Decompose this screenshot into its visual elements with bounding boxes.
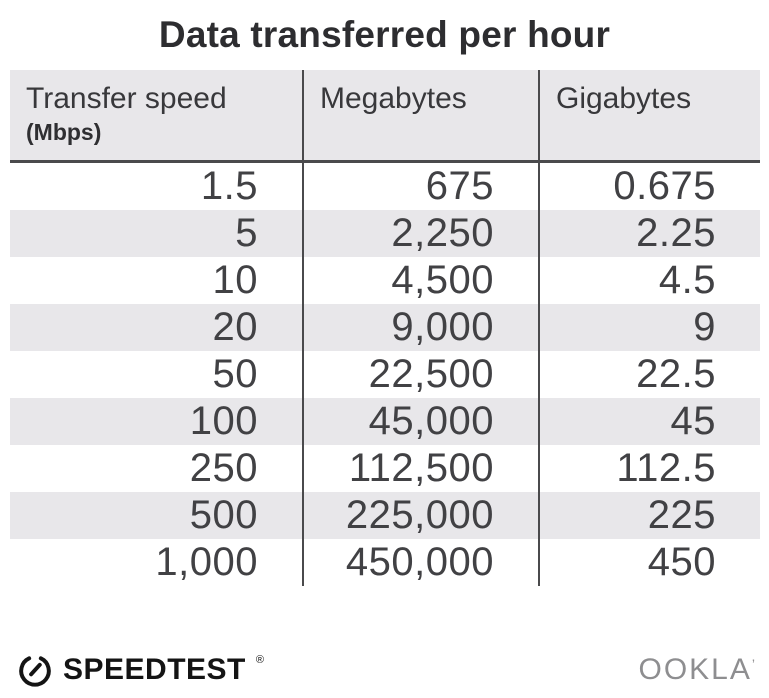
table-cell: 450,000 xyxy=(302,539,538,586)
table-row: 1,000 450,000 450 xyxy=(10,539,760,586)
table-body: 1.5 675 0.675 5 2,250 2.25 10 4,500 4.5 20 9,000 9 5… xyxy=(10,163,760,586)
table-cell: 0.675 xyxy=(538,163,760,210)
table-row: 10 4,500 4.5 xyxy=(10,257,760,304)
table-cell: 20 xyxy=(212,305,258,349)
table-row: 5 2,250 2.25 xyxy=(10,210,760,257)
table-row: 1.5 675 0.675 xyxy=(10,163,760,210)
column-header-label: Transfer speed xyxy=(26,82,227,115)
table-cell: 4,500 xyxy=(302,257,538,304)
page-title: Data transferred per hour xyxy=(158,14,611,55)
column-header-unit: (Mbps) xyxy=(26,119,102,145)
table-cell: 675 xyxy=(302,163,538,210)
table-cell: 500 xyxy=(189,493,258,537)
speedtest-logo: SPEEDTEST ® xyxy=(16,651,264,689)
speedtest-wordmark: SPEEDTEST xyxy=(63,653,246,686)
table-cell: 45,000 xyxy=(302,398,538,445)
table-cell: 1.5 xyxy=(200,164,258,208)
footer: SPEEDTEST ® OOKLA’ xyxy=(16,648,755,692)
table-row: 250 112,500 112.5 xyxy=(10,445,760,492)
table-cell: 9 xyxy=(538,304,760,351)
table-row: 100 45,000 45 xyxy=(10,398,760,445)
table-cell: 50 xyxy=(212,352,258,396)
table-cell: 45 xyxy=(538,398,760,445)
ookla-logo: OOKLA’ xyxy=(639,653,756,687)
table-cell: 112.5 xyxy=(538,445,760,492)
ookla-wordmark: OOKLA xyxy=(638,653,752,686)
table-cell: 5 xyxy=(235,211,258,255)
table-cell: 250 xyxy=(189,446,258,490)
table-row: 50 22,500 22.5 xyxy=(10,351,760,398)
table-cell: 450 xyxy=(538,539,760,586)
table-row: 500 225,000 225 xyxy=(10,492,760,539)
trademark-tick-icon: ’ xyxy=(751,656,755,672)
data-table: Transfer speed (Mbps) Megabytes Gigabyte… xyxy=(10,70,760,586)
table-cell: 9,000 xyxy=(302,304,538,351)
table-cell: 2.25 xyxy=(538,210,760,257)
table-row: 20 9,000 9 xyxy=(10,304,760,351)
registered-trademark-icon: ® xyxy=(255,654,264,666)
table-cell: 112,500 xyxy=(302,445,538,492)
gauge-icon xyxy=(19,656,51,687)
column-header-transfer-speed: Transfer speed (Mbps) xyxy=(10,70,302,160)
table-cell: 225,000 xyxy=(302,492,538,539)
table-cell: 22.5 xyxy=(538,351,760,398)
table-cell: 2,250 xyxy=(302,210,538,257)
table-cell: 4.5 xyxy=(538,257,760,304)
table-cell: 225 xyxy=(538,492,760,539)
column-header-megabytes: Megabytes xyxy=(302,70,538,160)
table-cell: 1,000 xyxy=(155,540,258,584)
column-header-gigabytes: Gigabytes xyxy=(538,70,760,160)
table-cell: 22,500 xyxy=(302,351,538,398)
table-cell: 100 xyxy=(189,399,258,443)
table-header: Transfer speed (Mbps) Megabytes Gigabyte… xyxy=(10,70,760,163)
table-cell: 10 xyxy=(212,258,258,302)
